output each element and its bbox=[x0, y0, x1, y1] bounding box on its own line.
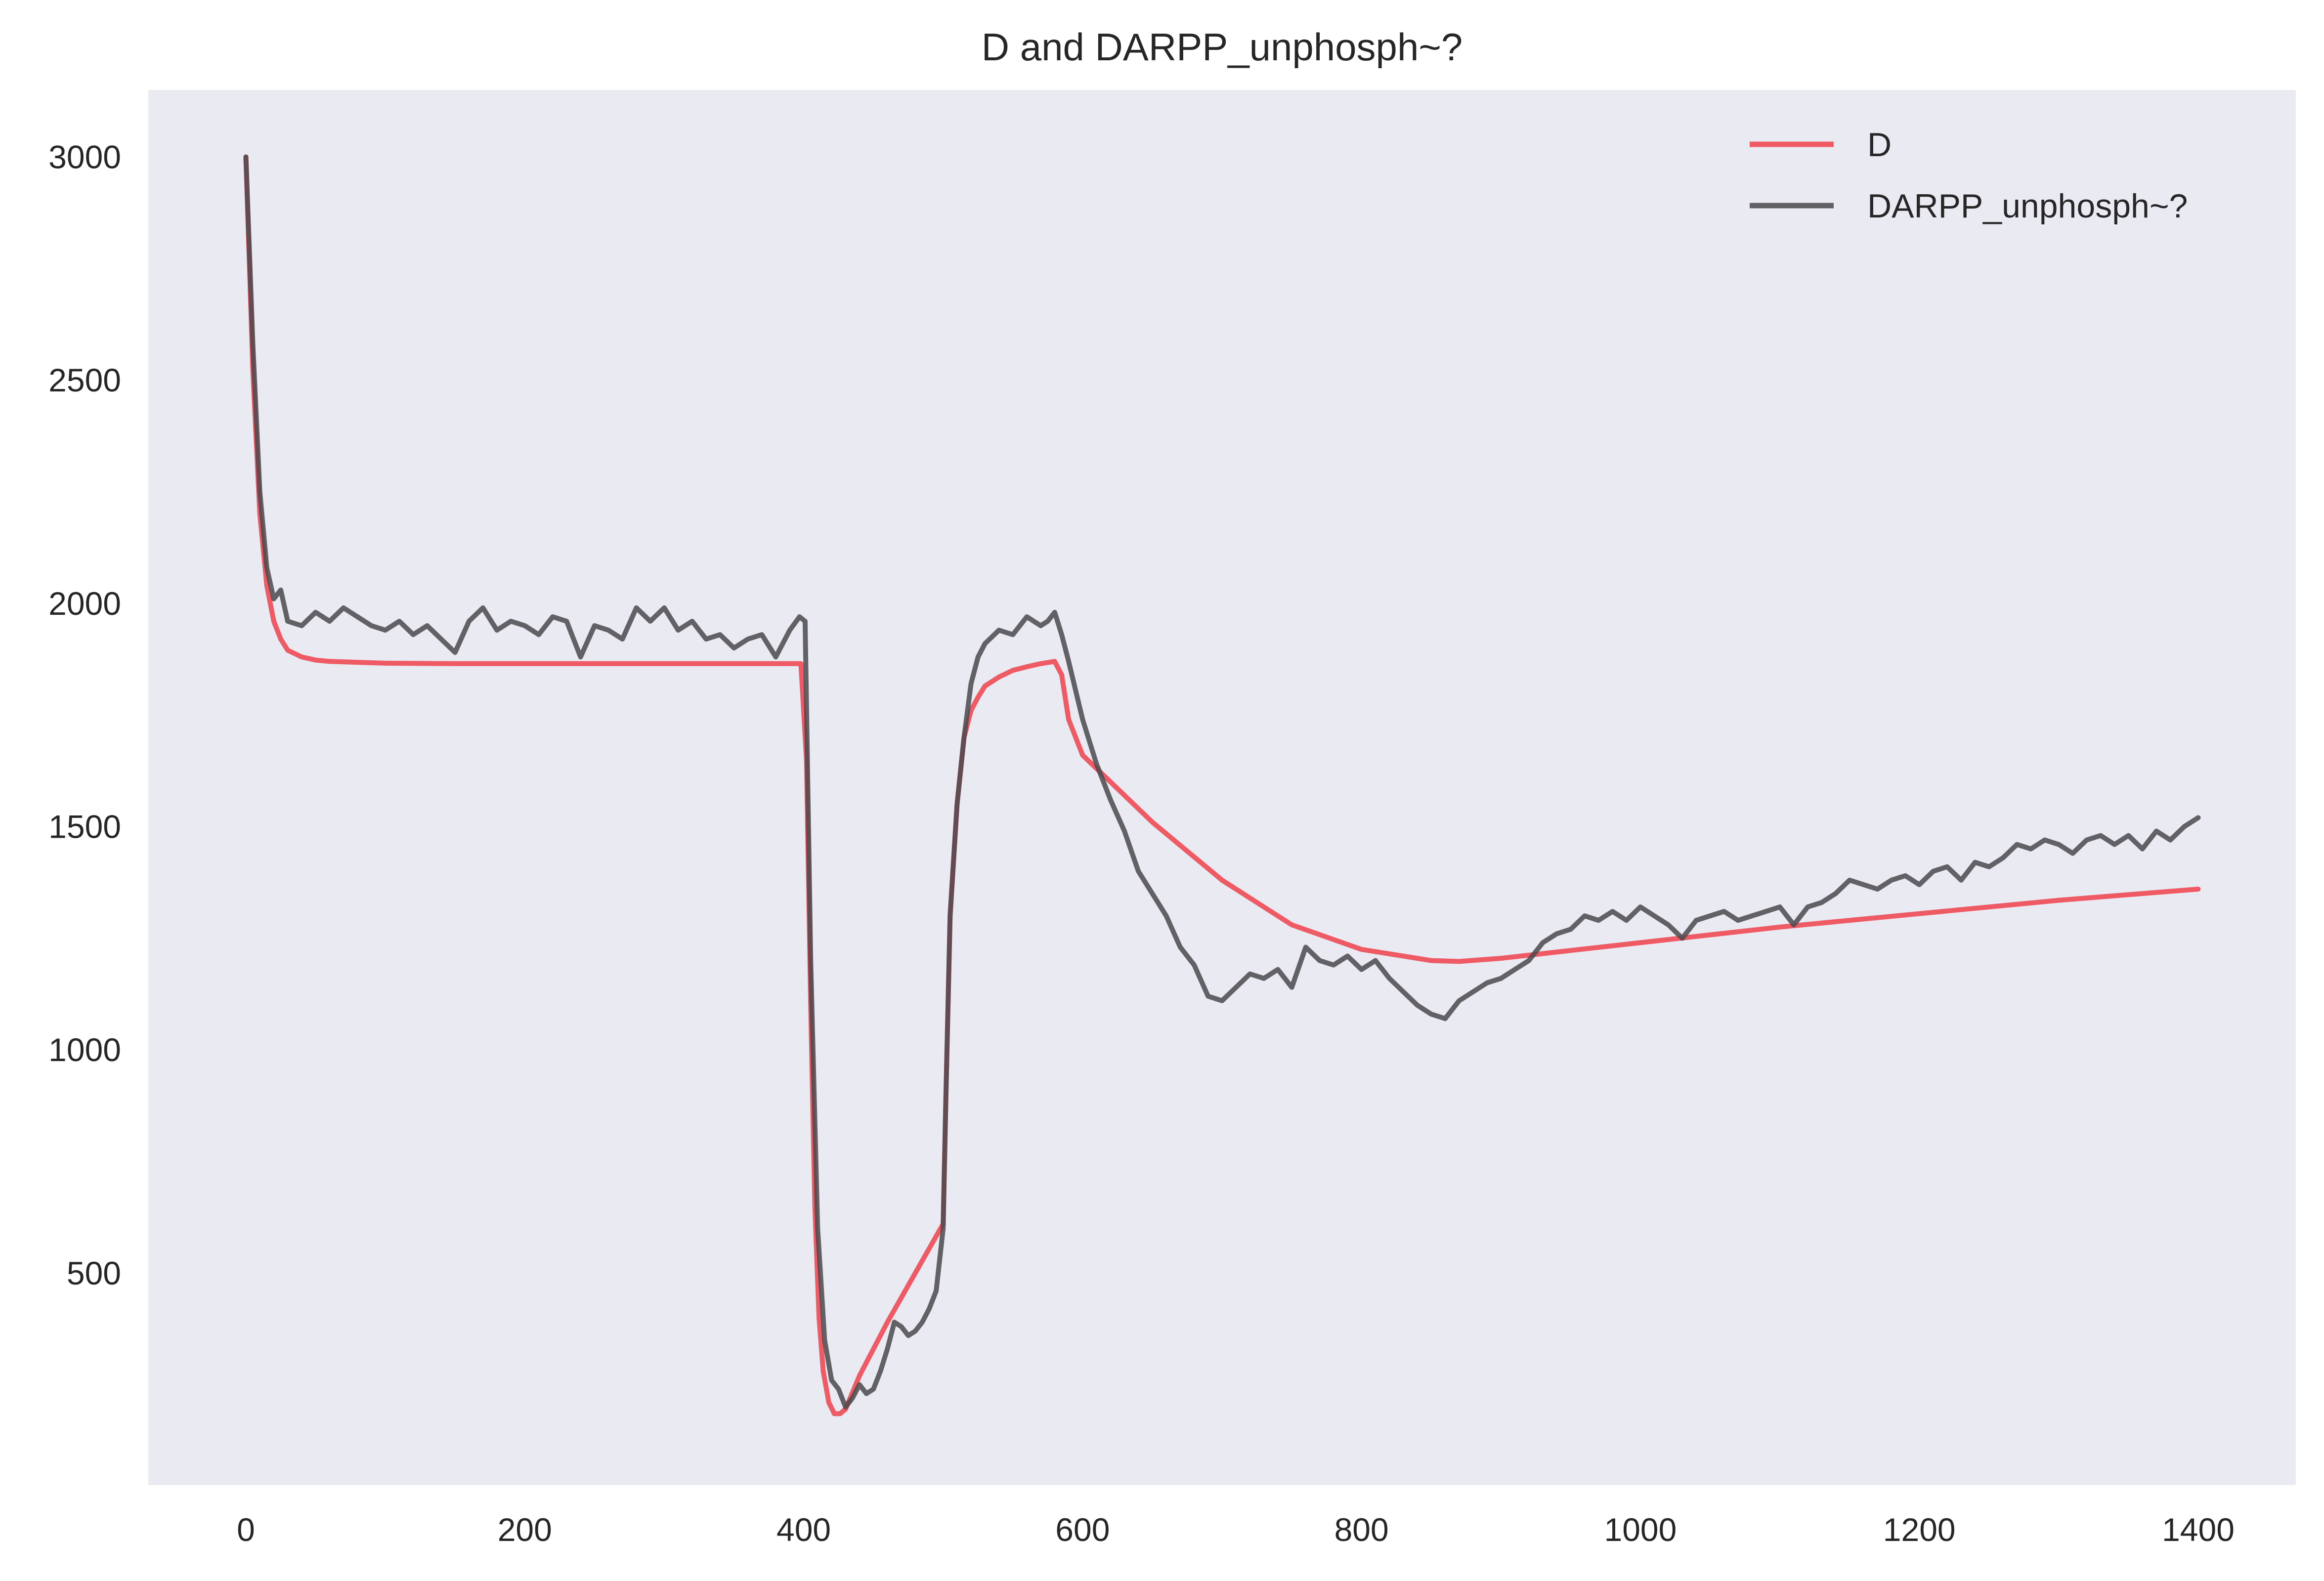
series-line-d bbox=[243, 154, 2201, 1416]
y-tick-label: 2500 bbox=[48, 362, 121, 398]
series-line-darpp-unphosph bbox=[243, 154, 2201, 1410]
x-tick-label: 1000 bbox=[1604, 1511, 1677, 1548]
plot-area bbox=[148, 90, 2296, 1485]
x-tick-label: 1200 bbox=[1883, 1511, 1956, 1548]
x-axis-ticks: 0 200 400 600 800 1000 1200 1400 bbox=[237, 1511, 2235, 1548]
y-tick-label: 1500 bbox=[48, 809, 121, 845]
y-tick-label: 2000 bbox=[48, 585, 121, 622]
x-tick-label: 200 bbox=[498, 1511, 552, 1548]
y-tick-label: 500 bbox=[67, 1255, 121, 1291]
y-tick-label: 3000 bbox=[48, 139, 121, 175]
legend-label: D bbox=[1867, 126, 1892, 164]
chart-title: D and DARPP_unphosph~? bbox=[982, 25, 1463, 69]
legend-label: DARPP_unphosph~? bbox=[1867, 187, 2188, 225]
x-tick-label: 400 bbox=[776, 1511, 831, 1548]
x-tick-label: 0 bbox=[237, 1511, 255, 1548]
y-tick-label: 1000 bbox=[48, 1031, 121, 1068]
x-tick-label: 800 bbox=[1334, 1511, 1389, 1548]
x-tick-label: 600 bbox=[1055, 1511, 1110, 1548]
y-axis-ticks: 500 1000 1500 2000 2500 3000 bbox=[48, 139, 121, 1291]
legend: D DARPP_unphosph~? bbox=[1750, 126, 2188, 225]
x-tick-label: 1400 bbox=[2162, 1511, 2235, 1548]
series-layer bbox=[243, 154, 2201, 1416]
